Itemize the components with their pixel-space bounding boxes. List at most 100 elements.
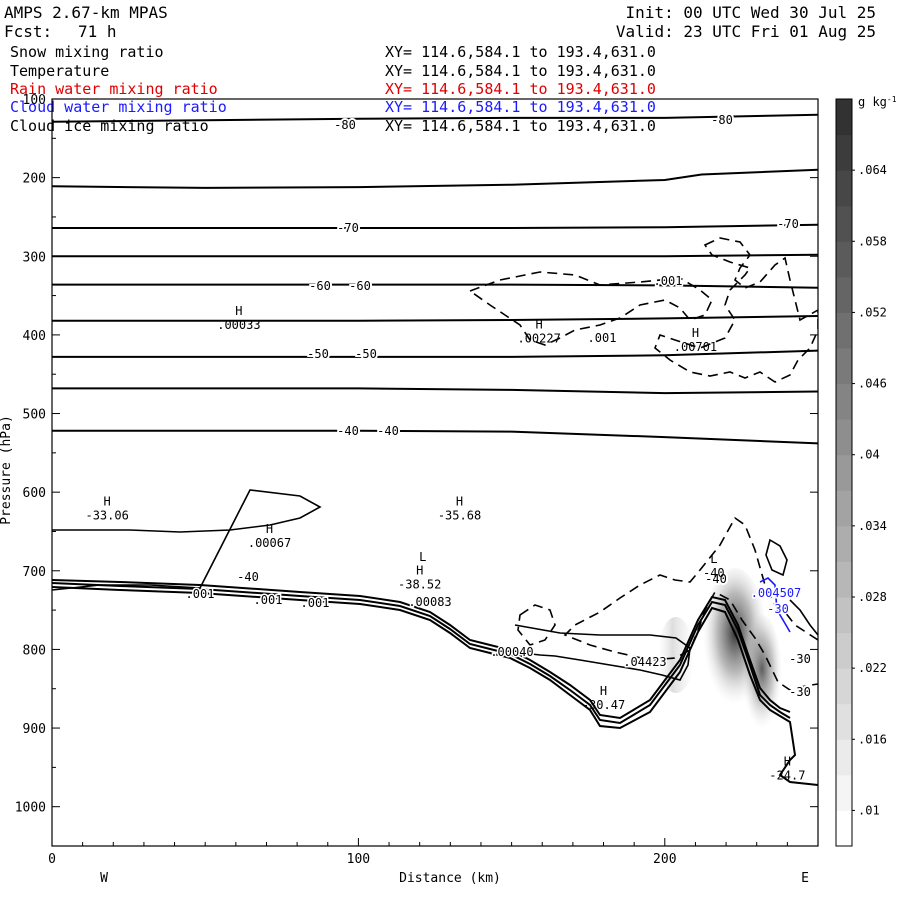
- legend-cloud-ice-xy: XY= 114.6,584.1 to 193.4,631.0: [385, 117, 656, 135]
- isotherm-value-label: -40: [337, 424, 359, 438]
- isotherm-value-label: -80: [711, 113, 733, 127]
- extremum-value: -35.68: [438, 508, 481, 522]
- colorbar-unit: g kg-1: [858, 95, 897, 110]
- extremum-label: H-38.52: [398, 564, 441, 592]
- isotherm-line: [52, 253, 818, 258]
- contour-value-label: .001: [186, 587, 215, 601]
- contour-value-label: .001: [254, 593, 283, 607]
- extremum-value: .00227: [517, 331, 560, 345]
- extremum-value: .00067: [248, 536, 291, 550]
- cloud-ice-contours: [52, 489, 818, 681]
- y-tick-label: 900: [23, 722, 46, 737]
- colorbar-tick-label: .058: [858, 234, 887, 248]
- isotherm-value-label: -40: [705, 572, 727, 586]
- snow-contour-upper-right: [654, 237, 818, 383]
- colorbar-band: [836, 454, 852, 491]
- isotherm-value-label: -40: [377, 424, 399, 438]
- extremum-type: H: [266, 522, 273, 536]
- snow-contour-lower-left: [517, 604, 556, 646]
- colorbar: .01 .016 .022 .028 .034 .04 .046 .052 .058 .064: [835, 98, 887, 847]
- isotherm-value-label: -70: [777, 217, 799, 231]
- colorbar-band: [836, 810, 852, 847]
- colorbar-band: [836, 668, 852, 705]
- colorbar-band: [836, 632, 852, 669]
- y-tick-label: 400: [23, 329, 46, 344]
- extremum-type: L: [419, 550, 426, 564]
- colorbar-band: [836, 205, 852, 242]
- ice-contour-right-blob: [514, 624, 691, 681]
- contour-value-label: .00083: [408, 595, 451, 609]
- extremum-type: H: [536, 317, 543, 331]
- colorbar-tick-label: .052: [858, 305, 887, 319]
- contour-labels: -80 -80-70 -70-60 -60-50 -50-40 -40-40 -40-30-…: [85, 111, 812, 783]
- colorbar-unit-base: g kg: [858, 95, 887, 109]
- legend-cloud-water-xy: XY= 114.6,584.1 to 193.4,631.0: [385, 98, 656, 116]
- extremum-label: H.00701: [674, 326, 717, 354]
- y-tick-label: 300: [23, 250, 46, 265]
- x-tick-label: 200: [653, 852, 676, 867]
- extremum-type: H: [784, 755, 791, 769]
- extremum-type: L: [710, 552, 717, 566]
- terrain-lines: [52, 579, 818, 786]
- snow-shading-left: [658, 617, 694, 693]
- isotherm-value-label: -70: [337, 221, 359, 235]
- extremum-label: H.00067: [248, 522, 291, 550]
- extremum-type: H: [416, 564, 423, 578]
- terrain-bottom: [52, 586, 818, 786]
- x-axis-title: Distance (km): [399, 871, 501, 886]
- colorbar-band: [836, 774, 852, 811]
- terrain-top: [52, 579, 791, 720]
- extremum-value: -38.52: [398, 578, 441, 592]
- extremum-label: H-24.7: [769, 755, 805, 783]
- isotherm-value-label: -50: [307, 347, 329, 361]
- legend-rain-xy: XY= 114.6,584.1 to 193.4,631.0: [385, 80, 656, 98]
- colorbar-band: [836, 739, 852, 776]
- west-label: W: [100, 871, 108, 886]
- ice-contour-left-blob: [52, 489, 322, 591]
- forecast-label: Fcst:: [4, 22, 53, 41]
- isotherm-value-label: -50: [355, 347, 377, 361]
- colorbar-band: [836, 490, 852, 527]
- x-tick-label: 100: [347, 852, 370, 867]
- y-tick-label: 600: [23, 486, 46, 501]
- snow-contour-upper: [468, 271, 713, 346]
- valid-time: Valid: 23 UTC Fri 01 Aug 25: [615, 22, 876, 41]
- colorbar-band: [836, 703, 852, 740]
- colorbar-band: [836, 312, 852, 349]
- extremum-label: H-35.68: [438, 494, 481, 522]
- isotherm-line: [52, 349, 818, 358]
- y-tick-label: 500: [23, 408, 46, 423]
- isotherm-line: [52, 113, 818, 123]
- colorbar-band: [836, 419, 852, 456]
- terrain-mid: [52, 582, 791, 725]
- extremum-type: H: [692, 326, 699, 340]
- isotherm-line: [52, 315, 818, 322]
- snow-shading-lower: [742, 615, 782, 735]
- legend-snow-name: Snow mixing ratio: [10, 43, 164, 61]
- colorbar-band: [836, 276, 852, 313]
- init-time: Init: 00 UTC Wed 30 Jul 25: [625, 3, 876, 22]
- legend-snow-xy: XY= 114.6,584.1 to 193.4,631.0: [385, 43, 656, 61]
- axes: 100 200 300 400 500 600 700 800 900 1000 0 100 200: [15, 93, 818, 867]
- legend-rain-name: Rain water mixing ratio: [10, 80, 218, 98]
- extremum-label: L: [419, 550, 426, 564]
- colorbar-tick-label: .034: [858, 519, 887, 533]
- east-label: E: [801, 871, 809, 886]
- y-tick-label: 800: [23, 643, 46, 658]
- extremum-value: .00701: [674, 340, 717, 354]
- extremum-value: -33.06: [85, 508, 128, 522]
- ice-contour-isolated: [765, 538, 788, 577]
- snow-contour-lower-right: [563, 516, 818, 691]
- colorbar-tick-label: .016: [858, 732, 887, 746]
- colorbar-band: [836, 561, 852, 598]
- isotherm-value-label: -40: [237, 570, 259, 584]
- contour-value-label: .001: [301, 596, 330, 610]
- isotherm-line: [52, 387, 818, 395]
- extremum-label: H-30.47: [582, 684, 625, 712]
- colorbar-band: [836, 134, 852, 171]
- colorbar-tick-label: .022: [858, 661, 887, 675]
- colorbar-band: [836, 170, 852, 207]
- legend-temperature-name: Temperature: [10, 62, 110, 80]
- x-tick-label: 0: [48, 852, 56, 867]
